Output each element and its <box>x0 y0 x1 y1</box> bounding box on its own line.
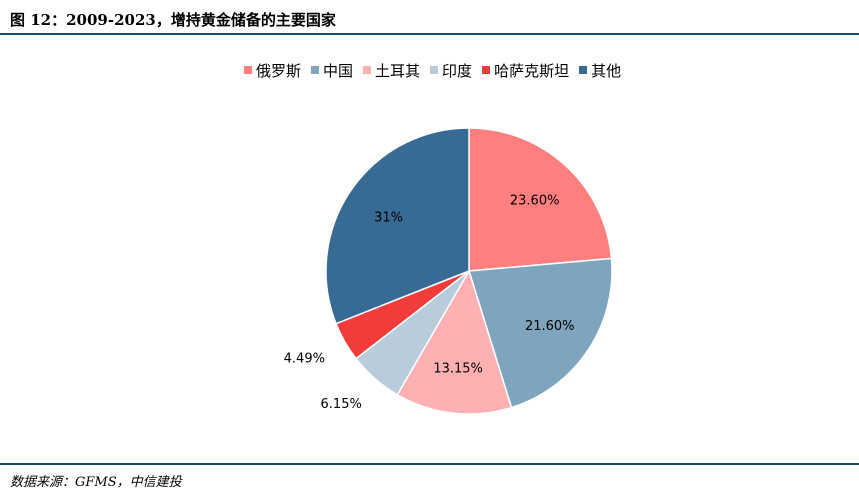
legend-swatch <box>311 66 320 74</box>
legend-item-russia: 俄罗斯 <box>244 60 301 81</box>
pie-data-labels: 23.60% 21.60% 13.15% 6.15% 4.49% 31% <box>284 193 575 411</box>
pie-slice-russia <box>468 127 613 272</box>
legend-item-turkey: 土耳其 <box>363 60 420 81</box>
pie-slice-others <box>325 127 470 325</box>
pie-slice-turkey <box>396 269 513 415</box>
legend-swatch <box>363 66 372 74</box>
legend-swatch <box>244 66 252 74</box>
legend-swatch <box>430 66 439 74</box>
legend-label: 土耳其 <box>375 61 421 80</box>
legend-item-china: 中国 <box>311 60 353 81</box>
data-label-india: 6.15% <box>321 397 362 412</box>
legend-label: 俄罗斯 <box>256 61 302 80</box>
data-label-russia: 23.60% <box>510 193 560 208</box>
pie-slices <box>325 127 613 415</box>
data-label-turkey: 13.15% <box>433 362 483 377</box>
data-label-kazakhstan: 4.49% <box>284 352 325 367</box>
legend-label: 其他 <box>591 61 622 80</box>
legend-item-india: 印度 <box>430 60 472 81</box>
legend-label: 哈萨克斯坦 <box>494 61 570 80</box>
figure-title: 图 12：2009-2023，增持黄金储备的主要国家 <box>10 11 336 29</box>
legend-swatch <box>482 66 491 74</box>
legend-item-kazakhstan: 哈萨克斯坦 <box>482 60 569 81</box>
legend-label: 印度 <box>442 61 473 80</box>
source-note: 数据来源：GFMS，中信建投 <box>10 475 182 490</box>
legend-label: 中国 <box>323 61 354 80</box>
legend-item-others: 其他 <box>579 60 621 81</box>
legend-swatch <box>579 66 588 74</box>
chart-legend: 俄罗斯 中国 土耳其 印度 哈萨克斯坦 其他 <box>244 60 631 80</box>
pie-slice-china <box>468 257 613 409</box>
data-label-others: 31% <box>374 210 403 225</box>
top-rule <box>0 33 859 35</box>
bottom-rule <box>0 463 859 465</box>
data-label-china: 21.60% <box>525 319 575 334</box>
